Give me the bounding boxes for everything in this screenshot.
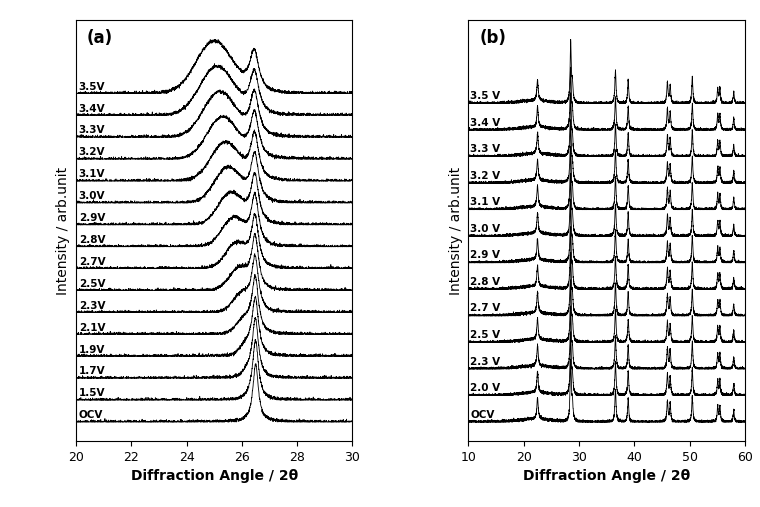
X-axis label: Diffraction Angle / 2θ: Diffraction Angle / 2θ	[523, 469, 690, 483]
Text: 2.9 V: 2.9 V	[470, 250, 500, 261]
Y-axis label: Intensity / arb.unit: Intensity / arb.unit	[56, 167, 71, 295]
Text: 2.9V: 2.9V	[79, 213, 105, 223]
Text: 2.5V: 2.5V	[79, 279, 106, 289]
Text: 2.0 V: 2.0 V	[470, 383, 500, 393]
Y-axis label: Intensity / arb.unit: Intensity / arb.unit	[449, 167, 463, 295]
Text: 3.5V: 3.5V	[79, 82, 106, 92]
Text: (b): (b)	[480, 29, 506, 47]
Text: 1.7V: 1.7V	[79, 367, 106, 376]
Text: 3.0V: 3.0V	[79, 191, 106, 201]
Text: 2.7V: 2.7V	[79, 257, 106, 267]
Text: 2.3V: 2.3V	[79, 301, 106, 311]
X-axis label: Diffraction Angle / 2θ: Diffraction Angle / 2θ	[131, 469, 298, 483]
Text: 3.1 V: 3.1 V	[470, 197, 500, 207]
Text: 2.7 V: 2.7 V	[470, 304, 500, 313]
Text: 3.4V: 3.4V	[79, 103, 106, 114]
Text: 2.8V: 2.8V	[79, 235, 106, 245]
Text: OCV: OCV	[470, 410, 495, 420]
Text: 3.3 V: 3.3 V	[470, 144, 500, 154]
Text: (a): (a)	[87, 29, 113, 47]
Text: 3.0 V: 3.0 V	[470, 224, 500, 234]
Text: 2.3 V: 2.3 V	[470, 356, 500, 367]
Text: 3.5 V: 3.5 V	[470, 91, 500, 101]
Text: 2.1V: 2.1V	[79, 322, 106, 333]
Text: 3.2V: 3.2V	[79, 148, 106, 157]
Text: 2.5 V: 2.5 V	[470, 330, 500, 340]
Text: 1.9V: 1.9V	[79, 345, 105, 354]
Text: 3.3V: 3.3V	[79, 125, 106, 135]
Text: OCV: OCV	[79, 410, 103, 420]
Text: 2.8 V: 2.8 V	[470, 277, 500, 287]
Text: 3.4 V: 3.4 V	[470, 118, 500, 128]
Text: 1.5V: 1.5V	[79, 388, 106, 399]
Text: 3.1V: 3.1V	[79, 169, 106, 179]
Text: 3.2 V: 3.2 V	[470, 171, 500, 181]
